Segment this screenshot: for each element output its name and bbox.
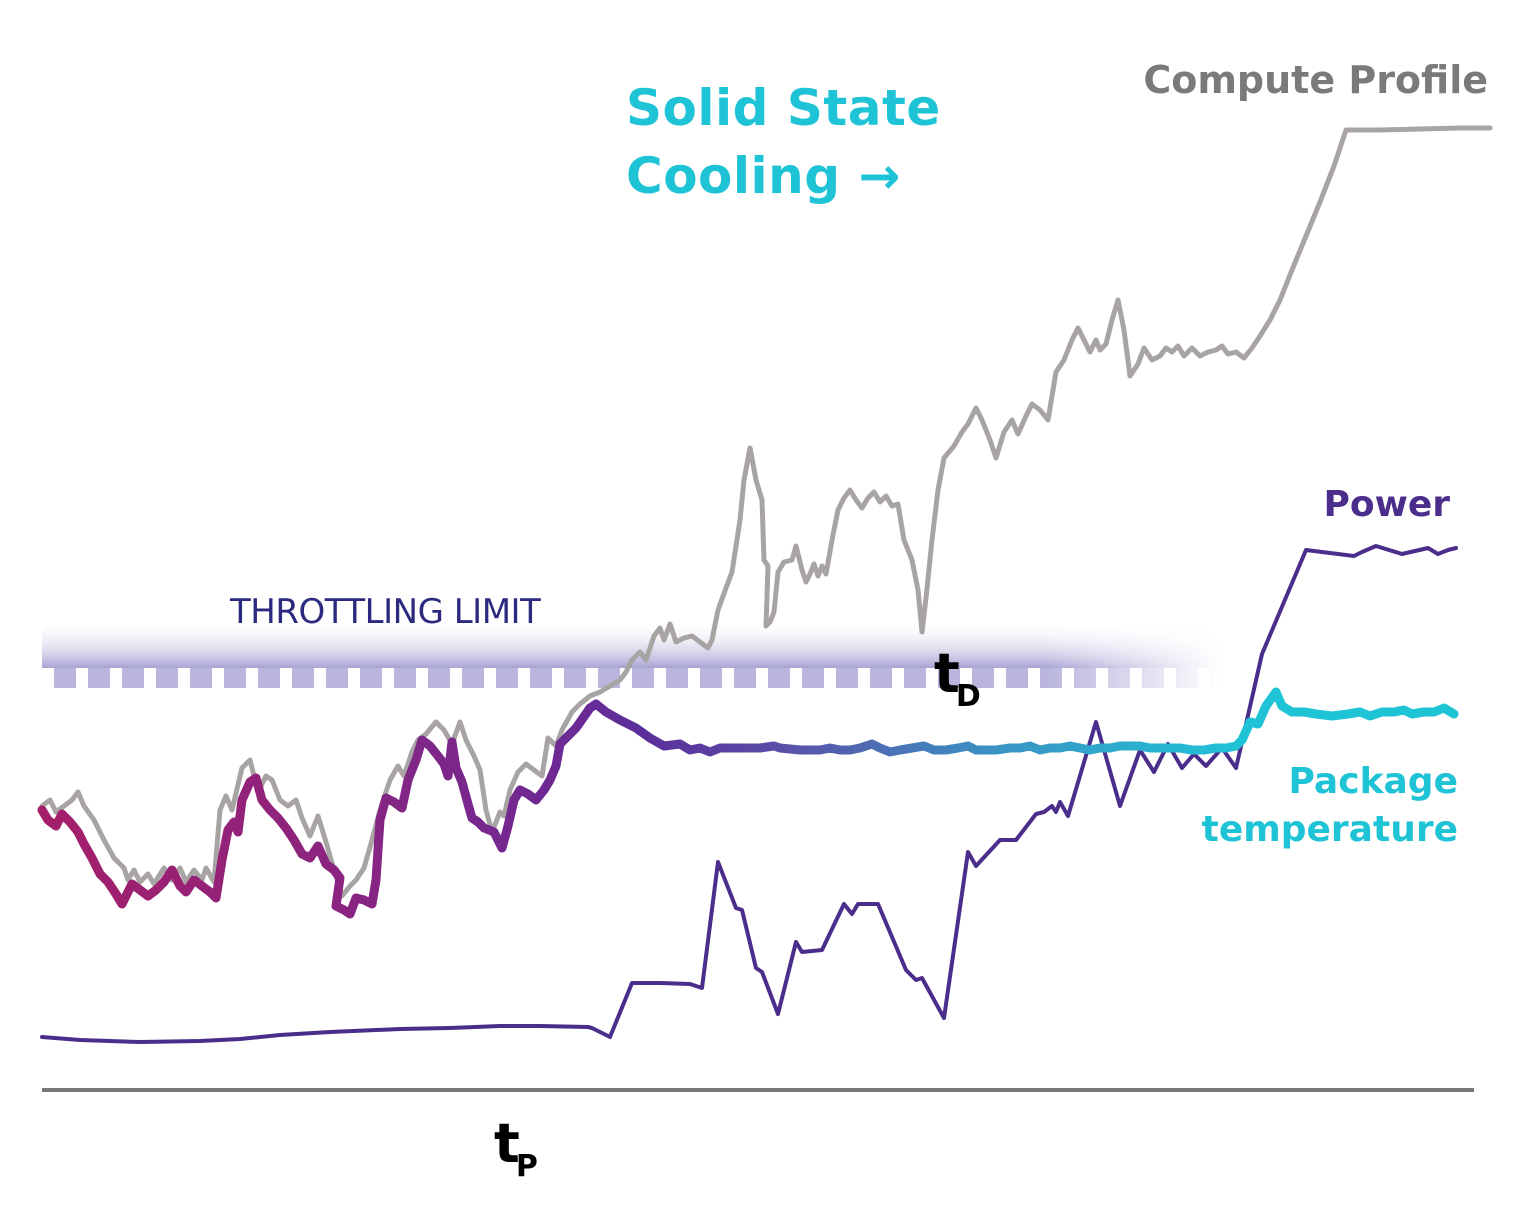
power-label: Power <box>1323 484 1450 525</box>
compute-profile-line <box>39 125 1493 899</box>
t-d-marker: tD <box>934 642 981 714</box>
cooling-arrow-text: Cooling → <box>626 147 901 205</box>
solid-state-cooling-label: Solid State Cooling → <box>626 74 941 210</box>
compute-profile-label: Compute Profile <box>1143 58 1488 102</box>
solid-state-text: Solid State <box>626 79 941 137</box>
package-text: Package <box>1288 761 1458 802</box>
power-line <box>40 544 1458 1044</box>
t-p-marker: tP <box>494 1112 538 1184</box>
t-p-main: t <box>494 1112 520 1175</box>
t-d-sub: D <box>955 679 981 714</box>
throttling-limit-label: THROTTLING LIMIT <box>230 592 541 632</box>
t-d-main: t <box>934 642 960 705</box>
t-p-sub: P <box>515 1149 538 1184</box>
package-temperature-line <box>37 687 1459 919</box>
package-temperature-label: Package temperature <box>1202 758 1458 854</box>
temperature-text: temperature <box>1201 809 1458 850</box>
